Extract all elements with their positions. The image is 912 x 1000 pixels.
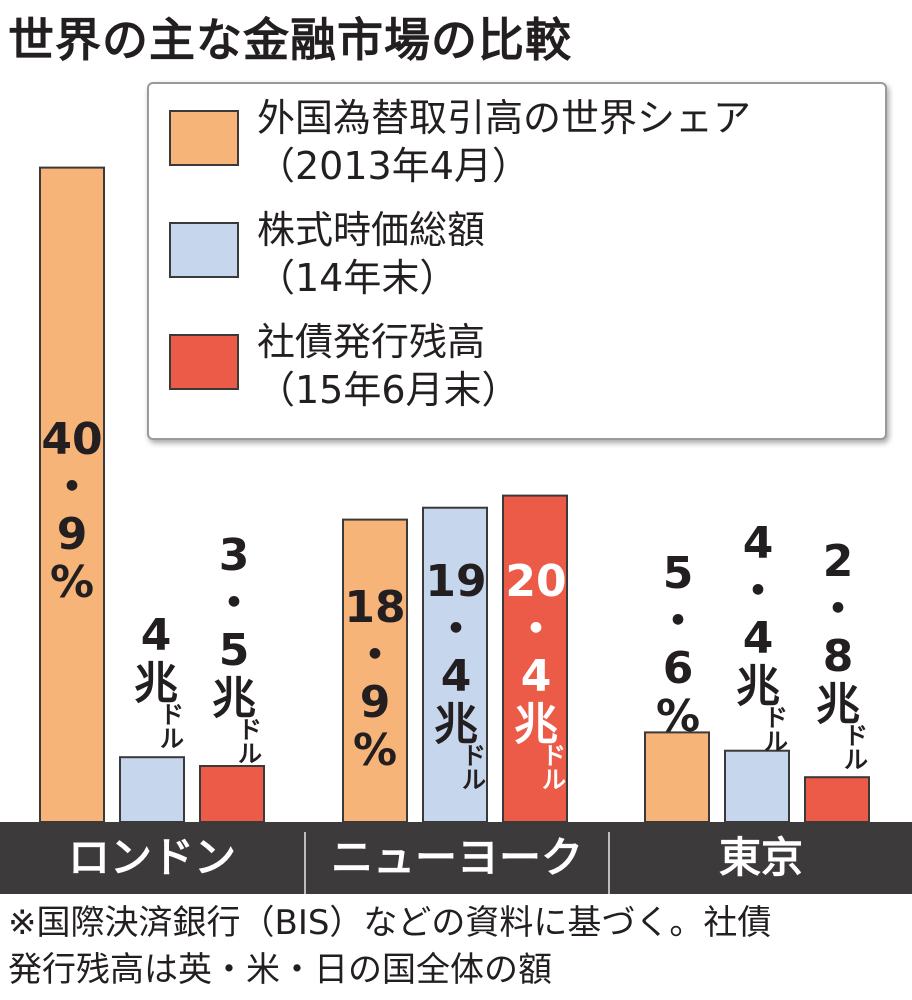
value-label-london-bond: 3 ・ 5 兆 ドル bbox=[212, 530, 262, 769]
value-label-ny-stock: 19 ・ 4 兆 ドル bbox=[425, 556, 487, 795]
bar-london-fx bbox=[39, 166, 105, 824]
legend-label-stock: 株式時価総額 （14年末） bbox=[257, 208, 486, 300]
category-label-london: ロンドン bbox=[67, 833, 236, 882]
legend-swatch-fx bbox=[169, 110, 239, 166]
footnote-line: 発行残高は英・米・日の国全体の額 bbox=[8, 950, 552, 990]
category-axis-band: ロンドン ニューヨーク 東京 bbox=[0, 822, 912, 894]
footnote: ※国際決済銀行（BIS）などの資料に基づく。社債 発行残高は英・米・日の国全体の… bbox=[8, 900, 908, 994]
category-divider bbox=[304, 832, 306, 894]
legend: 外国為替取引高の世界シェア （2013年4月） 株式時価総額 （14年末） 社債発行… bbox=[147, 82, 887, 440]
value-label-tokyo-stock: 4 ・ 4 兆 ドル bbox=[736, 518, 788, 757]
bar-tokyo-fx bbox=[644, 731, 710, 824]
value-label-tokyo-fx: 5 ・ 6% bbox=[655, 548, 701, 742]
bar-tokyo-bond bbox=[804, 776, 870, 824]
bar-london-bond bbox=[199, 765, 265, 823]
bar-tokyo-stock bbox=[724, 749, 790, 823]
value-label-ny-bond: 20 ・ 4 兆 ドル bbox=[505, 556, 567, 795]
footnote-line: ※国際決済銀行（BIS）などの資料に基づく。社債 bbox=[8, 903, 772, 943]
bar-london-stock bbox=[119, 756, 185, 824]
category-divider bbox=[608, 832, 610, 894]
bar-new-york-fx bbox=[342, 518, 408, 823]
category-label-tokyo: 東京 bbox=[718, 833, 803, 882]
legend-swatch-bond bbox=[169, 334, 239, 390]
legend-label-fx: 外国為替取引高の世界シェア （2013年4月） bbox=[257, 96, 752, 188]
category-label-new-york: ニューヨーク bbox=[330, 833, 583, 882]
legend-swatch-stock bbox=[169, 222, 239, 278]
value-label-ny-fx: 18 ・ 9% bbox=[344, 582, 406, 776]
value-label-london-fx: 40 ・ 9% bbox=[41, 414, 103, 608]
legend-label-bond: 社債発行残高 （15年6月末） bbox=[257, 320, 520, 412]
page-title: 世界の主な金融市場の比較 bbox=[8, 13, 572, 67]
value-label-tokyo-bond: 2 ・ 8 兆 ドル bbox=[816, 536, 868, 775]
